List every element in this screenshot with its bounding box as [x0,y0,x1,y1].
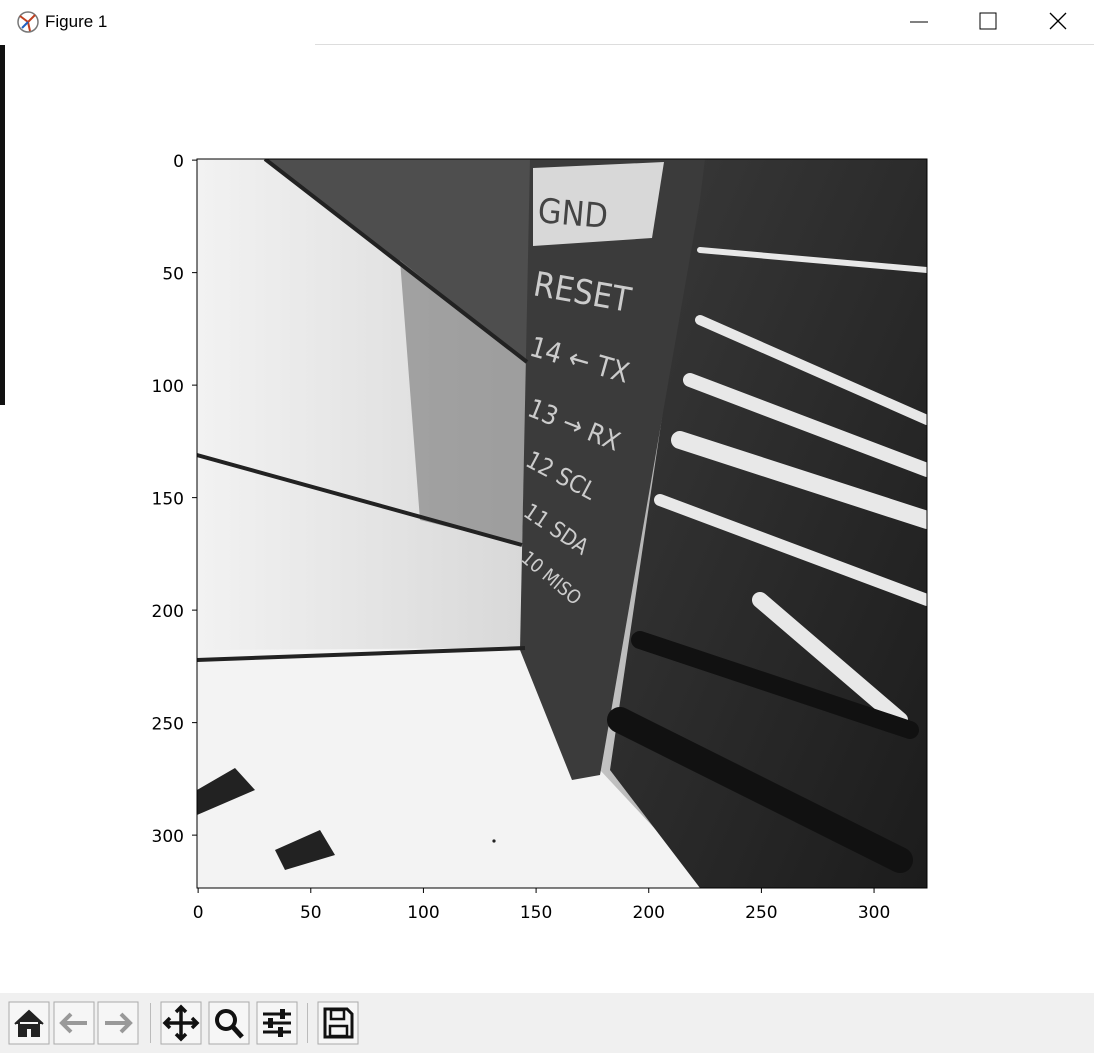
y-tick-label: 250 [152,715,184,735]
x-tick-label: 50 [300,903,322,923]
title-bar: Figure 1 [0,0,1094,45]
app-icon [17,11,39,33]
maximize[interactable] [979,12,997,30]
x-tick-label: 250 [745,903,777,923]
y-tick-label: 50 [162,265,184,285]
close[interactable] [1049,12,1067,30]
zoom-button[interactable] [208,1001,250,1045]
x-tick-label: 150 [520,903,552,923]
home-button[interactable] [8,1001,50,1045]
x-tick-label: 0 [193,903,204,923]
figure: 0 50 100 150 200 250 300050100150200250300GNDR… [152,152,928,923]
y-tick-label: 100 [152,377,184,397]
window-controls [910,12,1067,30]
forward-button[interactable] [97,1001,139,1045]
save-button[interactable] [317,1001,359,1045]
x-tick-label: 200 [633,903,665,923]
x-tick-label: 100 [407,903,439,923]
x-tick-label: 300 [858,903,890,923]
y-tick-label: 0 [173,152,184,172]
axes-frame [196,158,928,889]
window-title: Figure 1 [45,12,108,31]
pan-button[interactable] [160,1001,202,1045]
y-tick-label: 150 [152,490,184,510]
y-tick-label: 200 [152,602,184,622]
image-label: GND [536,191,609,237]
toolbar [0,993,1094,1053]
configure-button[interactable] [256,1001,298,1045]
back-button[interactable] [53,1001,95,1045]
y-tick-label: 300 [152,827,184,847]
image [197,159,927,888]
